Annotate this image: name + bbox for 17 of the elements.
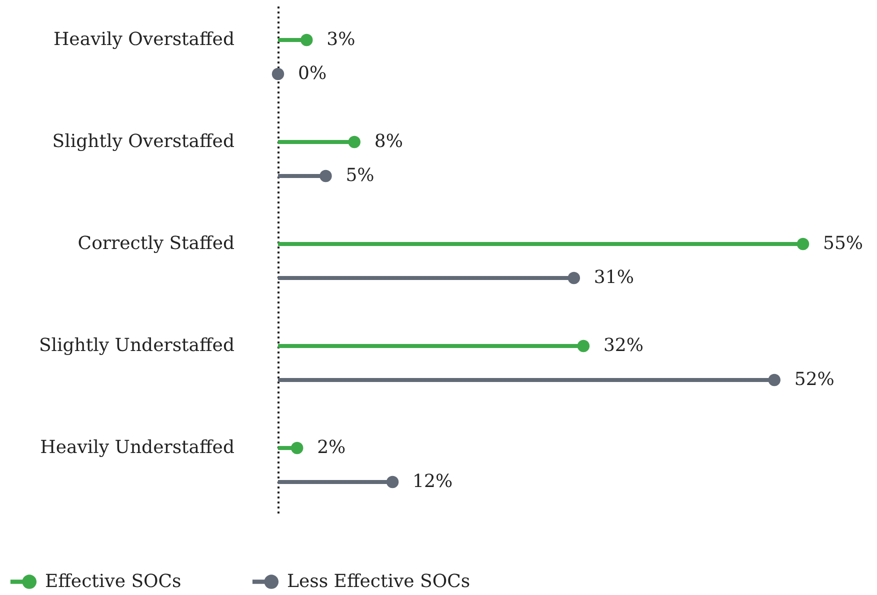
y-tick-label: Slightly Understaffed (38, 335, 234, 356)
y-tick-label: Heavily Understaffed (40, 437, 234, 458)
legend-label: Less Effective SOCs (287, 570, 470, 592)
data-label: 32% (603, 335, 644, 356)
legend-label: Effective SOCs (45, 570, 182, 592)
y-tick-label: Correctly Staffed (78, 233, 234, 254)
y-tick-label: Slightly Overstaffed (52, 131, 234, 152)
data-label: 2% (317, 437, 346, 458)
data-label: 3% (326, 29, 356, 50)
data-label: 8% (374, 131, 403, 152)
data-label: 0% (298, 63, 327, 84)
data-label: 52% (794, 369, 834, 390)
data-label: 12% (412, 471, 453, 492)
data-label: 5% (346, 165, 374, 186)
y-tick-label: Heavily Overstaffed (53, 29, 234, 50)
data-label: 55% (823, 233, 864, 254)
data-label: 31% (594, 267, 634, 288)
